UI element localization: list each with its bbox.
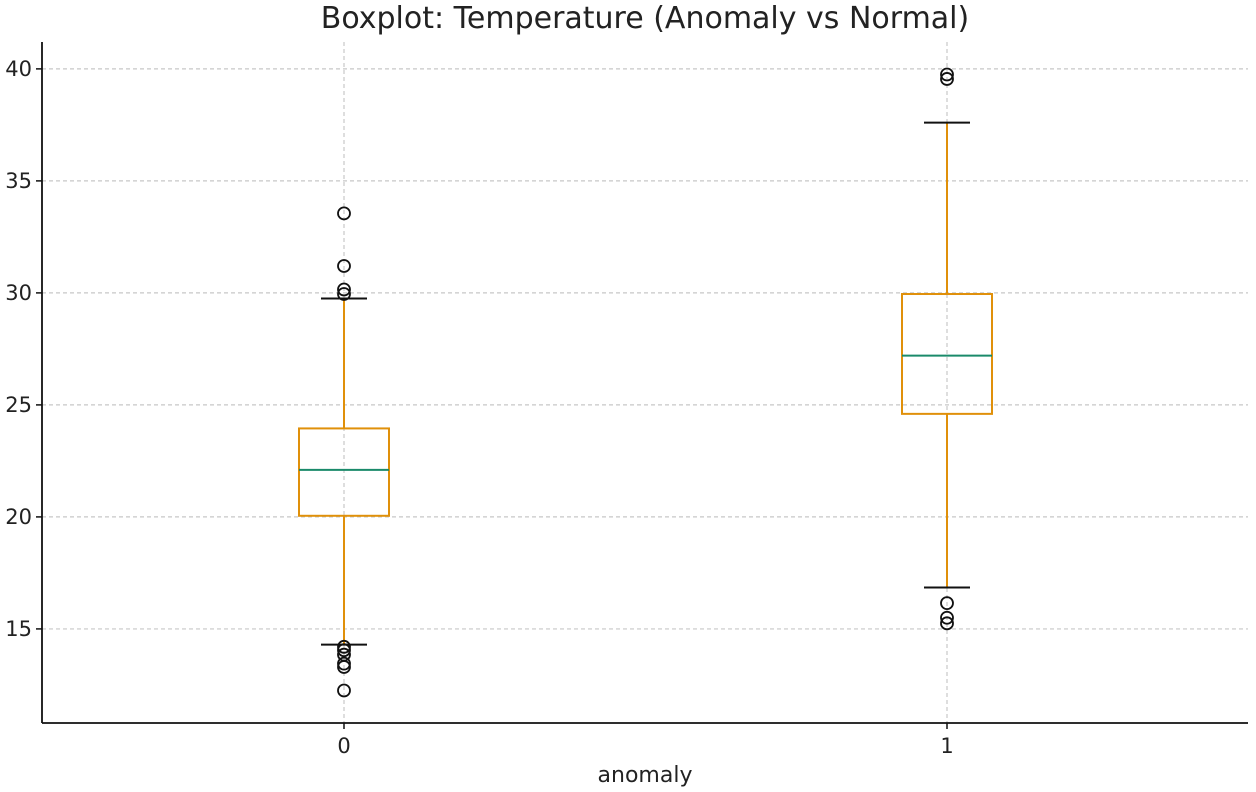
axes-layer	[41, 42, 1248, 724]
box-group-1	[901, 67, 993, 631]
y-tick-label: 20	[5, 505, 32, 529]
iqr-box	[901, 293, 993, 415]
box-group-0	[298, 206, 390, 698]
chart-title: Boxplot: Temperature (Anomaly vs Normal)	[321, 1, 969, 36]
y-tick-label: 40	[5, 57, 32, 81]
boxes-layer	[298, 67, 993, 698]
x-tick-label: 0	[337, 734, 350, 758]
outlier-point	[337, 643, 351, 658]
y-tick-label: 35	[5, 169, 32, 193]
x-tick-label: 1	[940, 734, 953, 758]
outlier-point	[337, 660, 351, 674]
outlier-point	[940, 596, 954, 611]
outlier-point	[940, 67, 954, 82]
outlier-point	[940, 616, 954, 631]
outlier-point	[940, 610, 954, 625]
outlier-point	[940, 72, 954, 86]
y-tick-label: 30	[5, 281, 32, 305]
outlier-point	[337, 206, 351, 221]
grid-layer	[42, 42, 1248, 723]
iqr-box	[298, 427, 390, 517]
outlier-point	[337, 287, 351, 301]
y-tick-label: 25	[5, 393, 32, 417]
ticks-layer: 15 20 25 30 35 40 0 1	[5, 57, 953, 758]
y-tick-label: 15	[5, 617, 32, 641]
outlier-point	[337, 282, 351, 297]
outlier-point	[337, 683, 351, 698]
x-axis-label: anomaly	[598, 763, 693, 788]
outlier-point	[337, 259, 351, 273]
